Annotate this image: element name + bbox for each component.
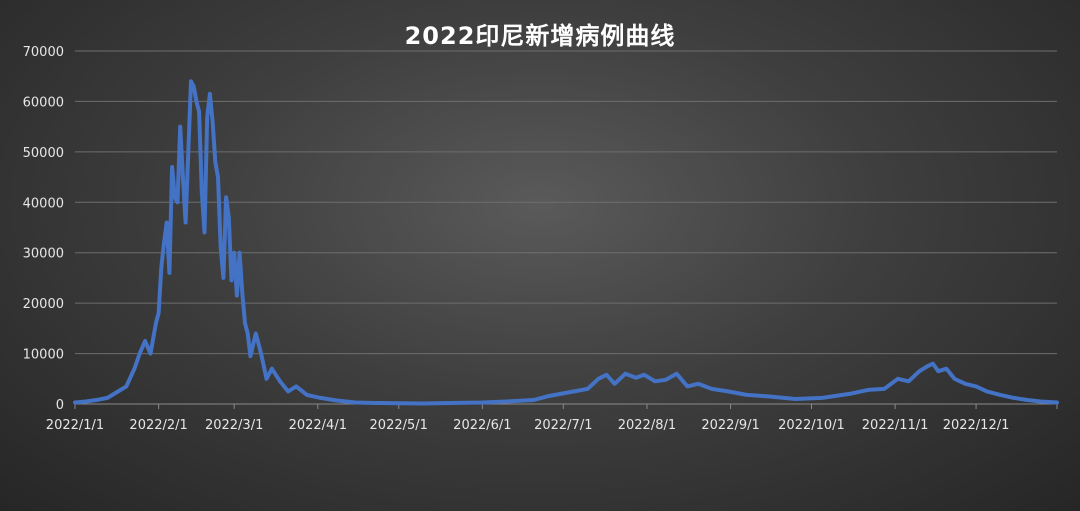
y-tick-label: 70000: [23, 45, 64, 60]
x-tick-label: 2022/2/1: [129, 418, 187, 433]
y-tick-label: 50000: [23, 146, 64, 161]
x-tick-label: 2022/7/1: [534, 418, 592, 433]
x-axis-ticks: 2022/1/1 2022/2/1 2022/3/1 2022/4/1 2022/5/1…: [46, 404, 1058, 433]
x-tick-label: 2022/12/1: [943, 418, 1010, 433]
y-tick-label: 60000: [23, 95, 64, 110]
x-tick-label: 2022/5/1: [370, 418, 428, 433]
x-tick-label: 2022/3/1: [205, 418, 263, 433]
y-tick-label: 30000: [23, 247, 64, 262]
x-tick-label: 2022/8/1: [618, 418, 676, 433]
x-tick-label: 2022/6/1: [453, 418, 511, 433]
y-axis-ticks: 0 10000 20000 30000 40000 50000 60000 70000: [23, 45, 64, 413]
y-tick-label: 10000: [23, 348, 64, 363]
chart-title: 2022印尼新增病例曲线: [404, 22, 676, 50]
y-tick-label: 20000: [23, 297, 64, 312]
y-tick-label: 0: [56, 398, 64, 413]
x-tick-label: 2022/11/1: [862, 418, 929, 433]
x-tick-label: 2022/10/1: [778, 418, 845, 433]
y-tick-label: 40000: [23, 196, 64, 211]
grid-layer: [75, 50, 1057, 405]
x-tick-label: 2022/1/1: [46, 418, 104, 433]
series-layer: [73, 79, 1059, 406]
x-tick-label: 2022/4/1: [289, 418, 347, 433]
series-line: [73, 79, 1059, 406]
x-tick-label: 2022/9/1: [701, 418, 759, 433]
